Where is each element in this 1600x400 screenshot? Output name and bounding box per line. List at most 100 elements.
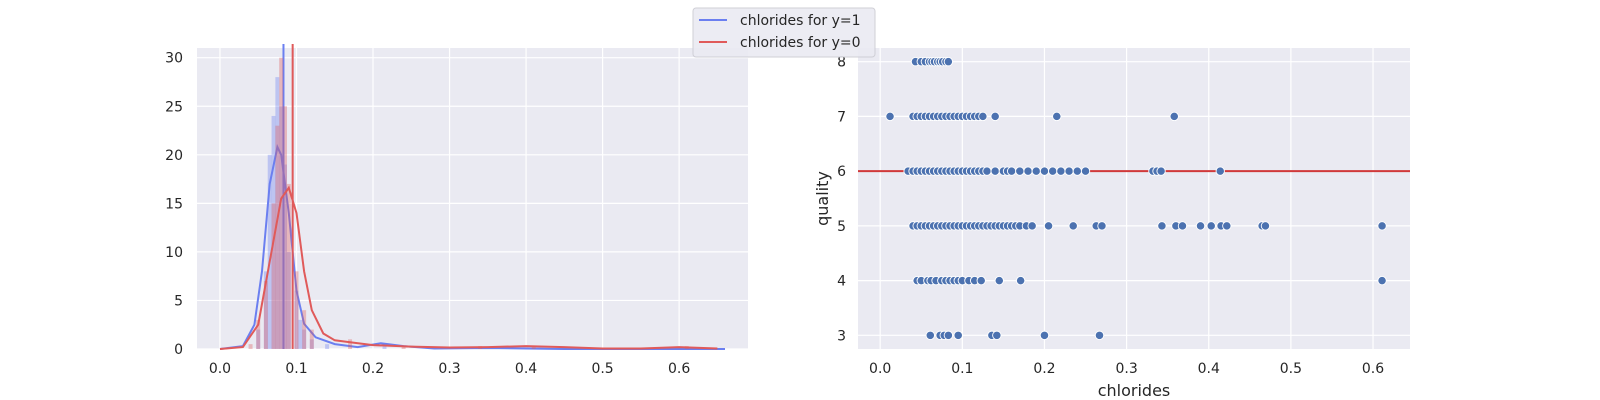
scatter-point [1195, 221, 1206, 231]
x-tick-label: 0.5 [591, 361, 613, 377]
histogram-bar [279, 106, 284, 350]
scatter-point [1156, 166, 1166, 176]
y-tick-label: 8 [837, 55, 846, 71]
histogram-bar [275, 77, 280, 350]
y-tick-label: 25 [165, 99, 183, 115]
scatter-point [1094, 330, 1105, 340]
histogram-bar [294, 290, 299, 349]
histogram-bar [531, 346, 536, 349]
histogram-bar [382, 345, 387, 349]
legend-label: chlorides for y=0 [740, 35, 861, 51]
scatter-point [1068, 221, 1078, 231]
y-tick-label: 4 [837, 274, 846, 290]
scatter-point [885, 111, 895, 122]
y-tick-label: 5 [174, 293, 183, 309]
scatter-point [1177, 221, 1188, 231]
x-tick-label: 0.6 [1362, 361, 1384, 377]
scatter-point [990, 111, 1000, 122]
histogram-bar [286, 251, 291, 349]
histogram-bar [263, 281, 268, 349]
x-tick-label: 0.0 [869, 361, 891, 377]
histogram-bar [302, 329, 307, 349]
scatter-point [976, 275, 986, 286]
scatter-point [1072, 166, 1082, 176]
histogram-bar [267, 154, 272, 349]
scatter-point [1043, 221, 1054, 231]
scatter-chart: 0.0 0.1 0.2 0.3 0.4 0.5 0.6 3 4 5 6 7 8 chlorides qual… [813, 48, 1410, 400]
y-tick-label: 6 [837, 164, 846, 180]
scatter-point [943, 330, 954, 340]
x-tick-label: 0.5 [1280, 361, 1302, 377]
histogram-bar [348, 339, 353, 349]
scatter-point [943, 57, 954, 67]
x-tick-label: 0.0 [209, 361, 231, 377]
y-tick-label: 5 [837, 219, 846, 235]
scatter-point [1039, 166, 1050, 176]
scatter-point [978, 111, 988, 122]
scatter-point [1157, 221, 1167, 231]
histogram-bar [248, 344, 253, 349]
y-tick-label: 3 [837, 328, 846, 344]
scatter-point [1006, 166, 1017, 176]
kde-line [219, 143, 725, 350]
x-axis-label: chlorides [1098, 381, 1171, 400]
scatter-point [1052, 111, 1062, 122]
y-tick-label: 0 [174, 342, 183, 358]
scatter-point [1015, 275, 1026, 286]
x-tick-label: 0.1 [285, 361, 307, 377]
histogram-bar [309, 339, 314, 349]
scatter-point [1222, 221, 1232, 231]
scatter-point [1048, 166, 1058, 176]
scatter-point [1377, 221, 1387, 231]
histogram-bar [263, 271, 268, 349]
scatter-point [1039, 330, 1050, 340]
histogram-bar [256, 329, 261, 349]
scatter-point [982, 166, 992, 176]
y-tick-label: 30 [165, 51, 183, 67]
scatter-point [1080, 166, 1091, 176]
x-tick-label: 0.4 [515, 361, 537, 377]
y-axis-label: quality [813, 171, 832, 226]
x-tick-label: 0.3 [438, 361, 460, 377]
histogram-bar [309, 329, 314, 349]
scatter-point [925, 330, 935, 340]
histogram-bar [286, 183, 291, 349]
series-y0 [219, 44, 718, 350]
kde-line [219, 185, 718, 350]
plot-background [197, 48, 748, 349]
x-tick-label: 0.1 [951, 361, 973, 377]
scatter-point [1023, 166, 1033, 176]
legend: chlorides for y=1 chlorides for y=0 [692, 7, 876, 58]
scatter-point [1064, 166, 1074, 176]
histogram-bar [283, 164, 287, 349]
scatter-point [1027, 221, 1037, 231]
histogram-bar [283, 106, 287, 350]
scatter-point [1377, 275, 1387, 286]
scatter-point [1260, 221, 1271, 231]
histogram-chart: 0.0 0.1 0.2 0.3 0.4 0.5 0.6 0 5 10 15 20 25 30 [165, 44, 748, 377]
scatter-point [1206, 221, 1216, 231]
scatter-point [1056, 166, 1066, 176]
y-tick-label: 15 [165, 196, 183, 212]
scatter-point [1097, 221, 1107, 231]
histogram-bar [298, 319, 303, 349]
histogram-bar [294, 271, 299, 349]
scatter-point [1215, 166, 1225, 176]
histogram-bar [325, 344, 330, 349]
histogram-bar [275, 125, 280, 349]
histogram-bar [271, 203, 276, 349]
scatter-point [990, 166, 1000, 176]
x-tick-label: 0.2 [1033, 361, 1055, 377]
scatter-point [1015, 166, 1025, 176]
x-tick-label: 0.6 [668, 361, 690, 377]
y-tick-label: 7 [837, 109, 846, 125]
y-tick-label: 20 [165, 148, 183, 164]
scatter-point [1169, 111, 1179, 122]
scatter-point [1031, 166, 1041, 176]
histogram-bar [401, 346, 406, 349]
scatter-point [992, 330, 1002, 340]
legend-box [692, 7, 876, 58]
histogram-bar [271, 115, 276, 349]
scatter-point [953, 330, 963, 340]
